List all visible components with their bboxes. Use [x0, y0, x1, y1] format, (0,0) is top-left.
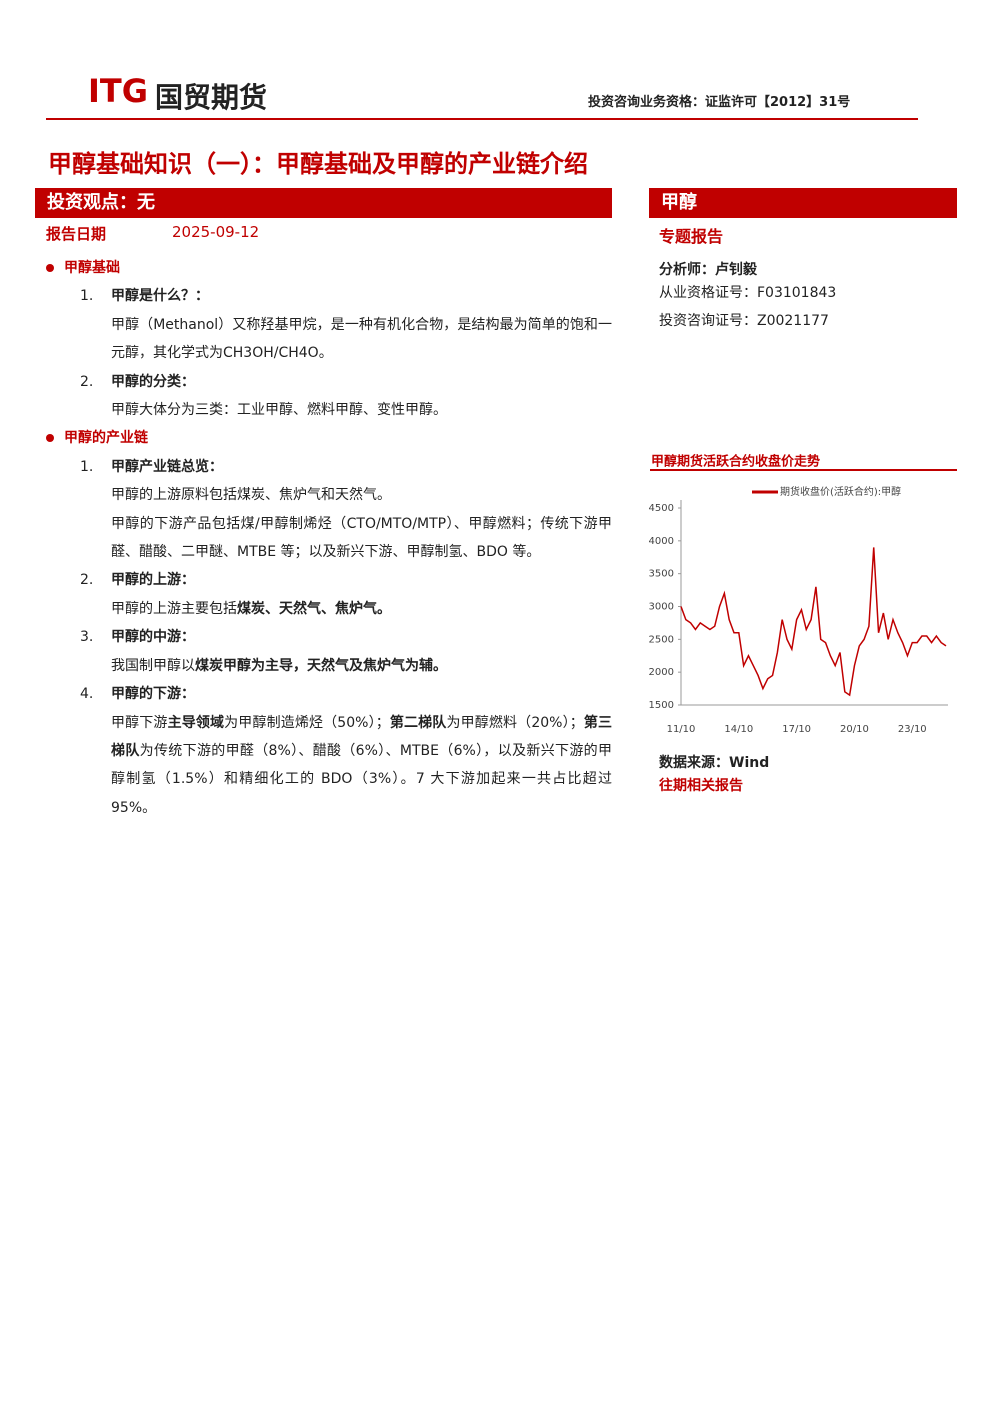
item-number: 1. [80, 458, 94, 475]
y-tick-label: 4000 [649, 536, 674, 547]
paragraph: 甲醇的上游主要包括煤炭、天然气、焦炉气。 [46, 595, 612, 623]
series-line [680, 547, 947, 697]
chart: 甲醇期货活跃合约收盘价走势 1500 2000 2500 3000 3500 4000 45… [649, 454, 957, 735]
x-tick-label: 17/10 [782, 724, 811, 735]
x-tick-label: 20/10 [840, 724, 869, 735]
text-run: 甲醇（Methanol）又称羟基甲烷，是一种有机化合物，是结构最为简单的饱和一元… [111, 316, 612, 362]
paragraph: 甲醇（Methanol）又称羟基甲烷，是一种有机化合物，是结构最为简单的饱和一元… [46, 311, 612, 368]
y-tick-label: 2000 [649, 667, 674, 678]
body: 甲醇基础 1. 甲醇是什么？： 甲醇（Methanol）又称羟基甲烷，是一种有机化合物… [46, 254, 612, 822]
paragraph: 甲醇下游主导领域为甲醇制造烯烃（50%）；第二梯队为甲醇燃料（20%）；第三梯队… [46, 709, 612, 823]
item-text: 甲醇产业链总览： [111, 458, 223, 475]
report-type: 专题报告 [659, 227, 724, 246]
paragraph: 我国制甲醇以煤炭甲醇为主导，天然气及焦炉气为辅。 [46, 652, 612, 680]
paragraph: 甲醇的上游原料包括煤炭、焦炉气和天然气。 [46, 481, 612, 509]
item-text: 甲醇是什么？： [111, 288, 209, 305]
left-banner: 投资观点：无 [35, 188, 612, 218]
section-heading: 甲醇的产业链 [46, 424, 612, 452]
logo-cn: 国贸期货 [155, 81, 268, 114]
analyst: 分析师：卢钊毅 [659, 262, 757, 278]
text-run: 甲醇下游 [111, 714, 168, 731]
chart-title: 甲醇期货活跃合约收盘价走势 [651, 454, 820, 470]
text-run: 甲醇的上游主要包括 [111, 600, 237, 617]
text-run: 甲醇的下游产品包括煤/甲醇制烯烃（CTO/MTO/MTP）、甲醇燃料；传统下游甲… [111, 515, 612, 561]
item-number: 1. [80, 288, 94, 305]
paragraph: 甲醇的下游产品包括煤/甲醇制烯烃（CTO/MTO/MTP）、甲醇燃料；传统下游甲… [46, 510, 612, 567]
text-run: 主导领域 [167, 714, 225, 731]
x-tick-label: 23/10 [898, 724, 927, 735]
x-tick-label: 11/10 [667, 724, 696, 735]
item-title: 2. 甲醇的分类： [46, 368, 612, 396]
item-number: 2. [80, 373, 94, 390]
logo-latin: ITG [88, 72, 148, 110]
text-run: 我国制甲醇以 [111, 657, 195, 674]
item-text: 甲醇的中游： [111, 629, 195, 646]
item-text: 甲醇的上游： [111, 572, 195, 589]
item-number: 2. [80, 572, 94, 589]
item-title: 1. 甲醇产业链总览： [46, 453, 612, 481]
item-text: 甲醇的下游： [111, 686, 195, 703]
text-run: 第三梯队 [111, 714, 613, 759]
legend-label: 期货收盘价(活跃合约):甲醇 [780, 485, 901, 498]
y-tick-label: 2500 [649, 634, 674, 645]
text-run: 煤炭、天然气、焦炉气。 [237, 600, 391, 617]
y-tick-label: 3000 [649, 602, 674, 613]
cert: 从业资格证号：F03101843 [659, 285, 837, 301]
text-run: 甲醇大体分为三类：工业甲醇、燃料甲醇、变性甲醇。 [111, 402, 447, 419]
paragraph: 甲醇大体分为三类：工业甲醇、燃料甲醇、变性甲醇。 [46, 396, 612, 424]
item-number: 3. [80, 629, 94, 646]
source: 数据来源：Wind [659, 755, 770, 771]
y-tick-label: 1500 [649, 700, 674, 711]
item-number: 4. [80, 686, 94, 703]
text-run: 为甲醇制造烯烃（50%）； [224, 714, 390, 731]
rule [46, 118, 918, 120]
y-tick-label: 3500 [649, 569, 674, 580]
item-title: 1. 甲醇是什么？： [46, 282, 612, 310]
x-tick-label: 14/10 [724, 724, 753, 735]
text-run: 甲醇的上游原料包括煤炭、焦炉气和天然气。 [111, 487, 391, 504]
related: 往期相关报告 [659, 778, 743, 794]
right-banner: 甲醇 [649, 188, 957, 218]
text-run: 为传统下游的甲醛（8%）、醋酸（6%）、MTBE（6%），以及新兴下游的甲醇制氢… [111, 742, 613, 816]
cert: 投资咨询证号：Z0021177 [659, 313, 829, 329]
title: 甲醇基础知识（一）：甲醇基础及甲醇的产业链介绍 [48, 150, 588, 178]
date-label: 报告日期 [46, 225, 107, 243]
text-run: 为甲醇燃料（20%）； [446, 714, 584, 731]
y-tick-label: 4500 [649, 503, 674, 514]
date: 2025-09-12 [172, 223, 260, 241]
item-title: 3. 甲醇的中游： [46, 623, 612, 651]
item-title: 2. 甲醇的上游： [46, 566, 612, 594]
text-run: 煤炭甲醇为主导，天然气及焦炉气为辅。 [195, 657, 447, 674]
section-heading: 甲醇基础 [46, 254, 612, 282]
item-title: 4. 甲醇的下游： [46, 680, 612, 708]
item-text: 甲醇的分类： [111, 373, 195, 390]
text-run: 第二梯队 [389, 714, 447, 731]
qualification: 投资咨询业务资格：证监许可【2012】31号 [588, 95, 851, 110]
